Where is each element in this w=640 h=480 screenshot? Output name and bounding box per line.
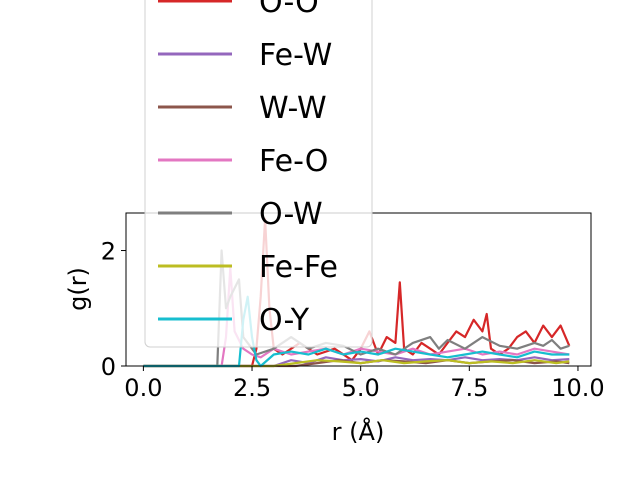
legend-entry-label: O-Y bbox=[259, 303, 310, 338]
x-axis-label: r (Å) bbox=[332, 417, 385, 446]
x-tick-label: 5.0 bbox=[342, 374, 380, 402]
legend-entry-label: O-O bbox=[259, 0, 319, 20]
ticks: 0.0 2.5 5.0 7.5 10.0 0 2 bbox=[101, 238, 605, 402]
legend-entry-label: W-W bbox=[259, 91, 327, 126]
legend: O-O Fe-W W-W Fe-O O-W Fe-Fe O-Y bbox=[144, 0, 373, 348]
series-line-fe-fe bbox=[143, 359, 570, 368]
x-tick-label: 10.0 bbox=[551, 374, 604, 402]
y-axis-label: g(r) bbox=[64, 267, 92, 311]
legend-entry-label: Fe-Fe bbox=[259, 250, 338, 285]
y-tick-label: 2 bbox=[101, 238, 116, 266]
x-tick-label: 7.5 bbox=[450, 374, 488, 402]
y-tick-label: 0 bbox=[101, 353, 116, 381]
legend-entry-label: Fe-W bbox=[259, 38, 332, 73]
x-tick-label: 2.5 bbox=[233, 374, 271, 402]
x-tick-label: 0.0 bbox=[124, 374, 162, 402]
legend-entry-label: Fe-O bbox=[259, 144, 328, 179]
legend-entry-label: O-W bbox=[259, 197, 323, 232]
legend-box bbox=[144, 0, 373, 348]
